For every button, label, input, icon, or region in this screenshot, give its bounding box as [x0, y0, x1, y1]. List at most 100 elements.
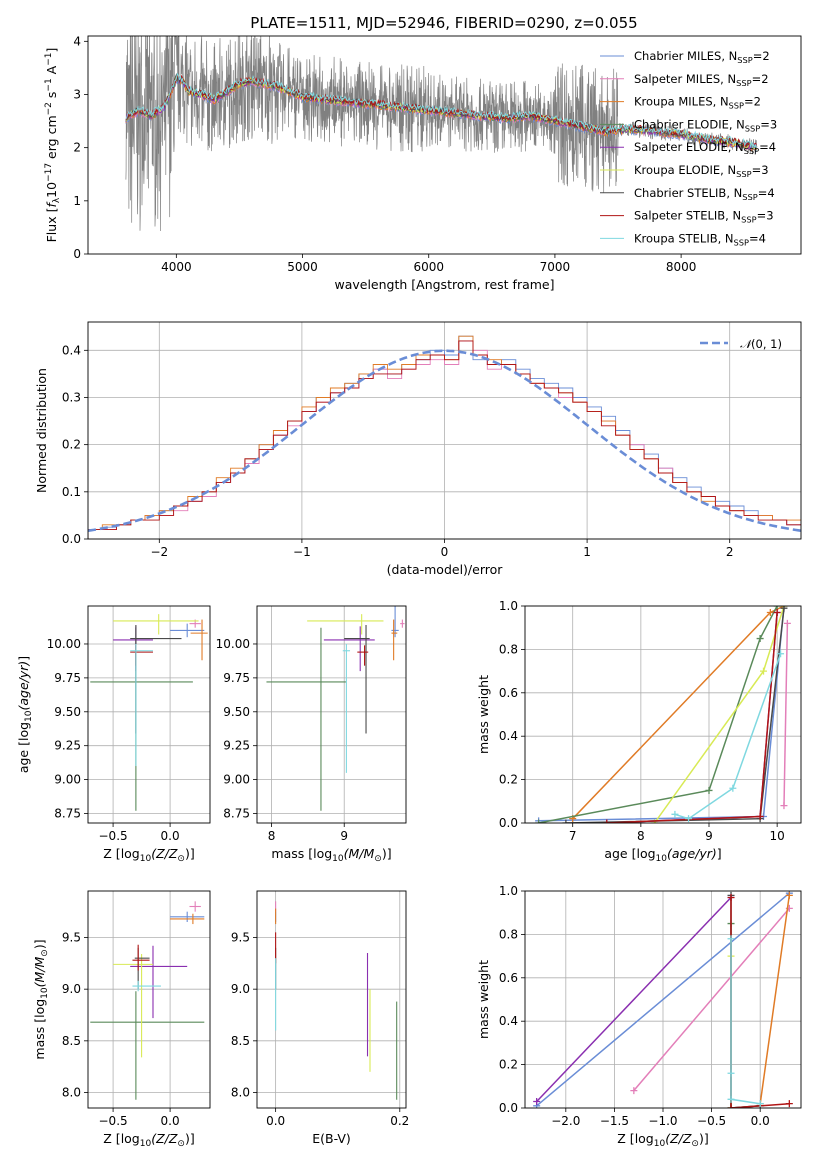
x-tick-label: −1	[293, 545, 311, 559]
legend-label-salpeter-elodie: Salpeter ELODIE, NSSP=4	[634, 140, 776, 156]
mw-marker	[780, 802, 788, 810]
x-axis-label: mass [log10(M/M⊙)]	[271, 846, 391, 864]
mw-marker	[785, 891, 793, 899]
mw-marker	[671, 810, 679, 818]
legend-label-chabrier-elodie: Chabrier ELODIE, NSSP=3	[634, 117, 777, 133]
mw-marker	[685, 815, 693, 823]
legend: 𝒩(0, 1)	[700, 337, 782, 351]
mw-marker	[533, 1097, 541, 1105]
legend-label-salpeter-miles: Salpeter MILES, NSSP=2	[634, 72, 769, 88]
x-tick-label: 2	[726, 545, 734, 559]
errorbar-chabrier-miles	[170, 623, 205, 638]
axes-frame	[256, 605, 407, 824]
y-axis-label: age [log10(age/yr)]	[16, 656, 34, 773]
y-tick-label: 1	[73, 194, 81, 208]
x-tick-label: 0.2	[390, 1114, 409, 1128]
axes-frame	[256, 890, 407, 1109]
x-tick-label: 9	[340, 829, 348, 843]
mw-line	[674, 653, 782, 820]
errorbar-salpeter-elodie	[130, 945, 188, 1019]
y-tick-label: 0.2	[499, 773, 518, 787]
errorbar-chabrier-stelib	[130, 624, 182, 734]
x-tick-label: 8	[637, 829, 645, 843]
x-tick-label: 0.0	[751, 1114, 770, 1128]
mw-marker	[630, 1087, 638, 1095]
y-tick-label: 9.00	[54, 773, 81, 787]
y-tick-label: 8.0	[231, 1086, 250, 1100]
errorbar-salpeter-miles	[189, 901, 201, 912]
y-tick-label: 0.4	[62, 343, 81, 357]
errorbar-kroupa-elodie	[113, 954, 153, 1058]
errorbar-kroupa-stelib	[342, 643, 351, 773]
mw-marker	[783, 619, 791, 627]
x-tick-label: 1	[583, 545, 591, 559]
y-tick-label: 9.75	[223, 671, 250, 685]
mw-marker	[535, 819, 543, 823]
plot-area	[88, 335, 801, 539]
mw-marker	[756, 635, 764, 643]
panel-residuals: −2 −1 0 1 2 0.0 0.1 0.2 0.3 0.4 (data-model)/error…	[34, 321, 802, 577]
y-tick-label: 10.00	[47, 637, 81, 651]
x-tick-label: 0.0	[161, 829, 180, 843]
x-tick-label: 8	[268, 829, 276, 843]
mw-marker	[727, 1069, 735, 1077]
y-tick-label: 9.75	[54, 671, 81, 685]
x-axis-label: wavelength [Angstrom, rest frame]	[334, 277, 554, 292]
plot-area	[533, 891, 793, 1108]
plot-area	[266, 606, 405, 811]
y-tick-label: 4	[73, 34, 81, 48]
errorbar-salpeter-stelib	[357, 645, 369, 666]
x-tick-label: 9	[705, 829, 713, 843]
y-tick-label: 8.75	[54, 807, 81, 821]
y-tick-label: 10.00	[216, 637, 250, 651]
errorbar-salpeter-stelib	[130, 645, 153, 666]
mw-line	[653, 606, 785, 823]
y-tick-label: 0	[73, 247, 81, 261]
errorbar-chabrier-elodie	[266, 627, 347, 811]
mw-marker	[760, 667, 768, 675]
errorbar-chabrier-miles	[391, 606, 399, 638]
x-tick-label: −0.5	[99, 829, 128, 843]
mw-chabrier-elodie	[535, 606, 781, 823]
y-tick-label: 9.50	[54, 705, 81, 719]
panel-mass-vs-Z: −0.5 0.0 8.0 8.5 9.0 9.5 Z [log10(Z/Z⊙)] mass […	[32, 890, 211, 1149]
x-tick-label: 7000	[540, 260, 571, 274]
mw-line	[759, 895, 791, 1104]
mw-kroupa-stelib	[727, 935, 764, 1108]
x-tick-label: 4000	[161, 260, 192, 274]
normal-curve	[88, 349, 801, 532]
mw-marker	[727, 894, 735, 902]
x-axis-label: Z [log10(Z/Z⊙)]	[103, 1131, 194, 1149]
x-tick-label: 0.0	[266, 1114, 285, 1128]
y-tick-label: 0.0	[499, 816, 518, 830]
panel-mass-weight-vs-Z: −2.0 −1.5 −1.0 −0.5 0.0 0.0 0.2 0.4 0.6 0.8 1.0 Z […	[476, 884, 802, 1149]
mw-salpeter-miles	[630, 904, 793, 1095]
y-tick-label: 0.4	[499, 729, 518, 743]
legend-label-normal: 𝒩(0, 1)	[740, 337, 782, 351]
y-axis-label: Normed distribution	[34, 368, 49, 493]
legend-label-kroupa-elodie: Kroupa ELODIE, NSSP=3	[634, 163, 769, 179]
y-tick-label: 8.5	[62, 1034, 81, 1048]
errorbar-kroupa-miles	[170, 913, 205, 925]
x-axis-label: age [log10(age/yr)]	[604, 846, 721, 864]
mw-line	[730, 923, 761, 1108]
legend-label-salpeter-stelib: Salpeter STELIB, NSSP=3	[634, 209, 774, 225]
y-axis-label: mass weight	[476, 675, 491, 754]
x-axis-label: Z [log10(Z/Z⊙)]	[617, 1131, 708, 1149]
y-tick-label: 8.5	[231, 1034, 250, 1048]
x-tick-label: 5000	[287, 260, 318, 274]
y-axis-label: mass [log10(M/M⊙)]	[32, 939, 50, 1059]
y-tick-label: 0.6	[499, 971, 518, 985]
mw-line	[633, 907, 790, 1092]
mw-line	[538, 606, 785, 822]
errorbar-kroupa-stelib	[132, 980, 161, 992]
errorbar-chabrier-stelib	[344, 624, 370, 734]
y-tick-label: 9.00	[223, 773, 250, 787]
mw-marker	[780, 606, 788, 612]
y-tick-label: 1.0	[499, 599, 518, 613]
y-tick-label: 0.0	[62, 532, 81, 546]
mw-kroupa-miles	[756, 891, 793, 1108]
legend-label-chabrier-stelib: Chabrier STELIB, NSSP=4	[634, 186, 775, 202]
plot-area	[275, 901, 398, 1100]
x-axis-label: E(B-V)	[312, 1131, 351, 1146]
